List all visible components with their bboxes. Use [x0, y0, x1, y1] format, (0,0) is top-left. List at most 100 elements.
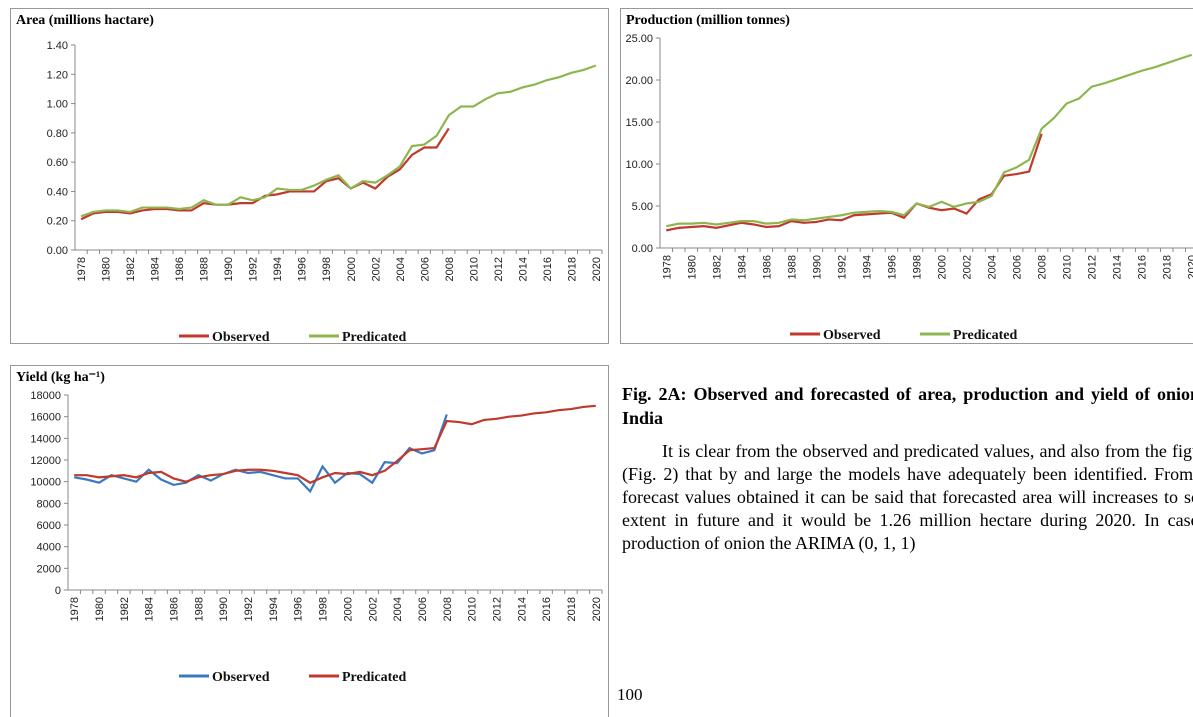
y-tick-label: 0.00	[632, 243, 653, 255]
x-tick-label: 2018	[566, 597, 578, 621]
x-tick-label: 2004	[395, 257, 407, 281]
x-tick-label: 1984	[144, 597, 156, 621]
x-tick-label: 2000	[342, 597, 354, 621]
x-tick-label: 1992	[243, 597, 255, 621]
legend-label: Predicated	[342, 670, 406, 685]
y-tick-label: 0.80	[47, 128, 68, 140]
x-tick-label: 1994	[272, 257, 284, 281]
y-tick-label: 8000	[37, 498, 61, 510]
x-tick-label: 1998	[321, 257, 333, 281]
y-tick-label: 0.20	[47, 216, 68, 228]
data-line	[74, 414, 448, 494]
x-tick-label: 2006	[419, 257, 431, 281]
y-tick-label: 12000	[30, 455, 61, 467]
x-tick-label: 1980	[686, 255, 698, 279]
y-tick-label: 6000	[37, 520, 61, 532]
x-tick-label: 1982	[119, 597, 131, 621]
y-tick-label: 14000	[30, 433, 61, 445]
y-tick-label: 15.00	[625, 117, 653, 129]
legend-label: Observed	[823, 328, 881, 343]
chart-border	[10, 8, 609, 344]
x-tick-label: 1992	[248, 257, 260, 281]
x-tick-label: 2006	[1012, 255, 1024, 279]
x-tick-label: 1996	[293, 597, 305, 621]
data-line	[666, 133, 1043, 232]
x-tick-label: 1994	[268, 597, 280, 621]
data-line	[80, 127, 450, 221]
x-tick-label: 2012	[491, 597, 503, 621]
y-tick-label: 0	[55, 585, 61, 597]
x-tick-label: 1982	[711, 255, 723, 279]
x-tick-label: 1982	[125, 257, 137, 281]
x-tick-label: 1994	[861, 255, 873, 279]
x-tick-label: 2020	[591, 257, 603, 281]
chart: Production (million tonnes) 0.00 5.00 10.00…	[620, 8, 1193, 344]
chart-border	[620, 8, 1193, 344]
y-tick-label: 0.40	[47, 186, 68, 198]
chart-border	[10, 365, 609, 717]
chart: Yield (kg ha⁻¹) 0 2000 4000 6000 8000 10000 120…	[10, 365, 609, 717]
x-tick-label: 2010	[467, 597, 479, 621]
x-tick-label: 2016	[1137, 255, 1149, 279]
x-tick-label: 1990	[223, 257, 235, 281]
y-tick-label: 5.00	[632, 201, 653, 213]
x-tick-label: 2016	[541, 597, 553, 621]
x-tick-label: 1986	[761, 255, 773, 279]
x-tick-label: 1990	[811, 255, 823, 279]
y-tick-label: 0.60	[47, 157, 68, 169]
x-tick-label: 2006	[417, 597, 429, 621]
x-tick-label: 2020	[591, 597, 603, 621]
x-tick-label: 2008	[442, 597, 454, 621]
y-tick-label: 4000	[37, 542, 61, 554]
x-tick-label: 1980	[94, 597, 106, 621]
y-tick-label: 10.00	[625, 159, 653, 171]
x-tick-label: 1978	[69, 597, 81, 621]
x-tick-label: 1998	[318, 597, 330, 621]
chart-title: Area (millions hactare)	[16, 13, 154, 28]
x-tick-label: 1986	[169, 597, 181, 621]
x-tick-label: 2014	[1112, 255, 1124, 279]
y-tick-label: 1.00	[47, 99, 68, 111]
y-tick-label: 1.40	[47, 40, 68, 52]
x-tick-label: 1988	[199, 257, 211, 281]
x-tick-label: 1992	[836, 255, 848, 279]
x-tick-label: 2020	[1187, 255, 1193, 279]
x-tick-label: 2012	[493, 257, 505, 281]
x-tick-label: 2000	[346, 257, 358, 281]
x-tick-label: 1988	[193, 597, 205, 621]
y-tick-label: 2000	[37, 563, 61, 575]
paragraph: It is clear from the observed and predic…	[622, 441, 1193, 553]
x-tick-label: 2010	[1062, 255, 1074, 279]
y-tick-label: 25.00	[625, 33, 653, 45]
x-tick-label: 2012	[1087, 255, 1099, 279]
x-tick-label: 2002	[367, 597, 379, 621]
data-line	[666, 53, 1193, 228]
x-tick-label: 1998	[911, 255, 923, 279]
y-tick-label: 10000	[30, 477, 61, 489]
chart-title: Production (million tonnes)	[626, 13, 790, 28]
x-tick-label: 1978	[661, 255, 673, 279]
x-tick-label: 2002	[962, 255, 974, 279]
x-tick-label: 1996	[297, 257, 309, 281]
x-tick-label: 1990	[218, 597, 230, 621]
legend-label: Predicated	[953, 328, 1017, 343]
x-tick-label: 1986	[174, 257, 186, 281]
x-tick-label: 1980	[101, 257, 113, 281]
chart-title: Yield (kg ha⁻¹)	[16, 370, 105, 385]
x-tick-label: 1984	[736, 255, 748, 279]
x-tick-label: 2018	[1162, 255, 1174, 279]
y-tick-label: 18000	[30, 390, 61, 402]
y-tick-label: 16000	[30, 412, 61, 424]
x-tick-label: 2008	[1037, 255, 1049, 279]
x-tick-label: 2016	[542, 257, 554, 281]
chart: Area (millions hactare) 0.00 0.20 0.40 0.60 0…	[10, 8, 609, 345]
legend-label: Observed	[212, 670, 270, 685]
x-tick-label: 2010	[468, 257, 480, 281]
x-tick-label: 1988	[786, 255, 798, 279]
y-tick-label: 1.20	[47, 69, 68, 81]
legend-label: Predicated	[342, 330, 406, 345]
page-number: 100	[617, 685, 643, 704]
legend-label: Observed	[212, 330, 270, 345]
x-tick-label: 2018	[566, 257, 578, 281]
